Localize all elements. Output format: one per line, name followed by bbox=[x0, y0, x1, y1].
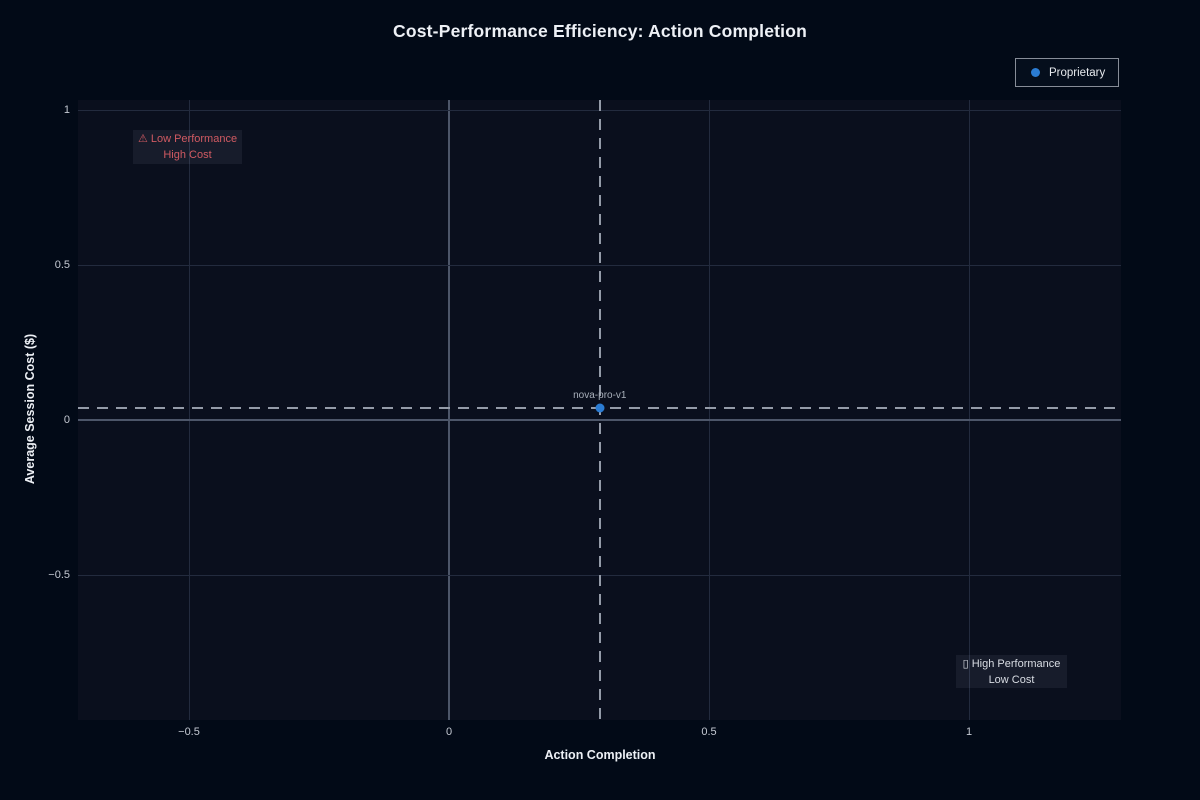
y-tick-label: 0.5 bbox=[54, 259, 70, 271]
y-tick-label: 0 bbox=[63, 414, 70, 426]
x-gridline bbox=[709, 100, 710, 720]
legend-marker-proprietary-icon bbox=[1031, 68, 1040, 77]
x-tick-label: −0.5 bbox=[178, 726, 200, 738]
legend-label-proprietary: Proprietary bbox=[1049, 66, 1106, 79]
x-zero-line bbox=[448, 100, 450, 720]
x-gridline bbox=[189, 100, 190, 720]
legend: Proprietary bbox=[1015, 58, 1119, 87]
data-point bbox=[595, 403, 605, 413]
y-tick-label: −0.5 bbox=[48, 569, 70, 581]
annotation-high-performance-low-cost: ▯ High Performance Low Cost bbox=[956, 655, 1067, 688]
x-axis-label: Action Completion bbox=[544, 748, 656, 762]
annotation-line: High Cost bbox=[163, 149, 212, 161]
annotation-line: Low Cost bbox=[988, 674, 1035, 686]
x-tick-label: 0 bbox=[445, 726, 453, 738]
y-axis-label: Average Session Cost ($) bbox=[23, 333, 37, 485]
x-tick-label: 0.5 bbox=[701, 726, 717, 738]
chart-title: Cost-Performance Efficiency: Action Comp… bbox=[392, 21, 808, 41]
annotation-low-performance-high-cost: ⚠ Low Performance High Cost bbox=[133, 130, 242, 164]
y-tick-label: 1 bbox=[63, 104, 70, 116]
x-gridline bbox=[969, 100, 970, 720]
x-tick-label: 1 bbox=[965, 726, 973, 738]
annotation-line: ▯ High Performance bbox=[962, 658, 1061, 670]
annotation-line: ⚠ Low Performance bbox=[137, 133, 238, 145]
data-point-label: nova-pro-v1 bbox=[573, 389, 627, 401]
plot-area: −0.5 0 0.5 1 −0.5 0 0.5 1 nova-pro-v1 bbox=[48, 100, 1121, 738]
